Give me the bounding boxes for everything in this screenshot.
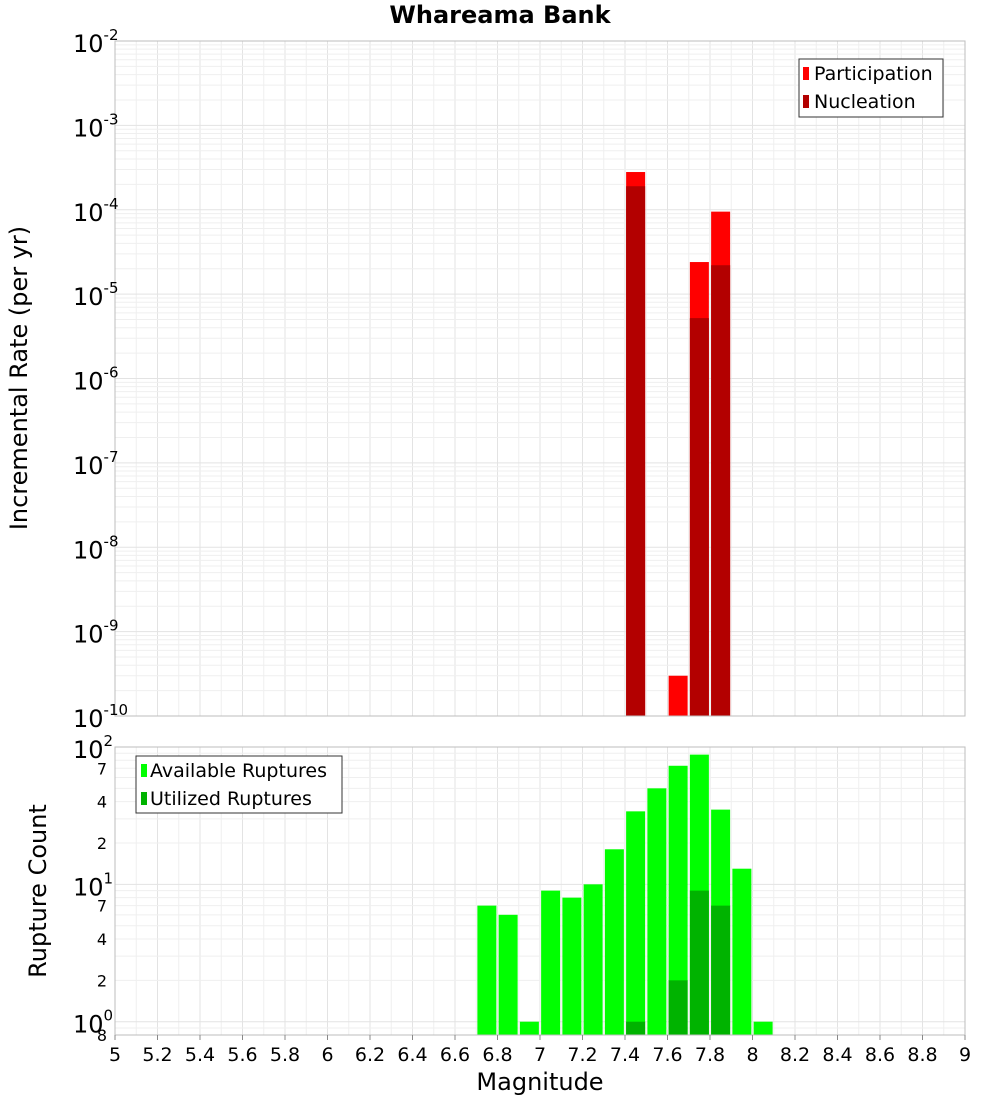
count-y-minor-tick-label: 7 <box>97 897 107 916</box>
available-ruptures-bar <box>668 765 688 1035</box>
rate-y-axis-title: Incremental Rate (per yr) <box>5 226 33 530</box>
count-y-tick-label: 101 <box>73 869 113 901</box>
chart-title: Whareama Bank <box>389 1 611 29</box>
available-ruptures-bar <box>604 849 624 1035</box>
rate-legend: Participation Nucleation <box>798 58 944 118</box>
count-y-minor-tick-label: 7 <box>97 759 107 778</box>
utilized-legend-label: Utilized Ruptures <box>150 788 312 810</box>
count-y-tick-label: 102 <box>73 732 113 764</box>
rate-y-tick-label: 10-6 <box>73 364 119 396</box>
rate-y-ticks: 10-2 10-3 10-4 10-5 10-6 10-7 10-8 10-9 10-10 <box>73 26 128 733</box>
rate-y-tick-label: 10-10 <box>73 701 128 733</box>
x-tick-label: 8.8 <box>907 1044 937 1066</box>
nucleation-legend-swatch <box>803 95 809 108</box>
nucleation-bar <box>711 265 731 716</box>
count-legend: Available Ruptures Utilized Ruptures <box>135 755 343 814</box>
available-ruptures-bar <box>753 1021 773 1035</box>
rate-panel: 10-2 10-3 10-4 10-5 10-6 10-7 10-8 10-9 10-10 In… <box>5 26 966 733</box>
x-tick-label: 7.6 <box>652 1044 682 1066</box>
rate-y-tick-label: 10-7 <box>73 448 119 480</box>
utilized-ruptures-bar <box>711 905 731 1035</box>
count-y-minor-tick-label: 4 <box>97 930 107 949</box>
available-ruptures-bar <box>626 811 646 1035</box>
participation-bar <box>668 675 688 716</box>
x-tick-label: 7.2 <box>567 1044 597 1066</box>
x-tick-label: 7 <box>534 1044 546 1066</box>
available-legend-label: Available Ruptures <box>150 760 327 782</box>
x-tick-label: 5.6 <box>227 1044 257 1066</box>
rate-bars <box>626 172 731 716</box>
utilized-ruptures-bar <box>668 980 688 1035</box>
x-tick-label: 5.8 <box>270 1044 300 1066</box>
count-y-minor-tick-label: 2 <box>97 834 107 853</box>
rate-plot-frame <box>114 40 966 717</box>
x-axis-title: Magnitude <box>476 1068 603 1096</box>
available-ruptures-bar <box>498 914 518 1035</box>
x-tick-label: 8.2 <box>780 1044 810 1066</box>
participation-legend-swatch <box>803 67 809 80</box>
x-tick-label: 6.4 <box>397 1044 427 1066</box>
available-legend-swatch <box>141 764 147 777</box>
rate-y-tick-label: 10-4 <box>73 195 119 227</box>
x-tick-label: 8.4 <box>822 1044 852 1066</box>
count-bars <box>477 754 773 1035</box>
x-tick-label: 8 <box>746 1044 758 1066</box>
x-tick-label: 9 <box>959 1044 971 1066</box>
nucleation-legend-label: Nucleation <box>814 91 916 113</box>
utilized-ruptures-bar <box>689 890 709 1035</box>
nucleation-bar <box>626 186 646 716</box>
x-tick-label: 6.2 <box>355 1044 385 1066</box>
utilized-ruptures-bar <box>626 1021 646 1035</box>
participation-legend-label: Participation <box>814 63 933 85</box>
available-ruptures-bar <box>477 905 497 1035</box>
rate-y-tick-label: 10-2 <box>73 26 119 58</box>
rate-y-tick-label: 10-9 <box>73 617 119 649</box>
available-ruptures-bar <box>647 788 667 1035</box>
count-y-minor-tick-label: 8 <box>97 1026 107 1045</box>
x-axis-ticks: 5 5.2 5.4 5.6 5.8 6 6.2 6.4 6.6 6.8 7 7.2 7.4 7.6 7.8 8… <box>109 1035 971 1066</box>
count-y-minor-tick-label: 4 <box>97 793 107 812</box>
available-ruptures-bar <box>732 868 752 1035</box>
utilized-legend-swatch <box>141 792 147 805</box>
count-legend-box <box>135 755 343 814</box>
x-tick-label: 7.4 <box>610 1044 640 1066</box>
available-ruptures-bar <box>583 884 603 1035</box>
available-ruptures-bar <box>519 1021 539 1035</box>
x-tick-label: 6.6 <box>440 1044 470 1066</box>
rate-grid <box>114 40 966 717</box>
rate-y-tick-label: 10-3 <box>73 110 119 142</box>
x-tick-label: 8.6 <box>865 1044 895 1066</box>
x-tick-label: 7.8 <box>695 1044 725 1066</box>
x-tick-label: 5.4 <box>185 1044 215 1066</box>
count-y-axis-title: Rupture Count <box>24 804 52 978</box>
rate-y-tick-label: 10-8 <box>73 532 119 564</box>
available-ruptures-bar <box>562 897 582 1035</box>
x-tick-label: 5 <box>109 1044 121 1066</box>
available-ruptures-bar <box>541 890 561 1035</box>
count-y-minor-tick-label: 2 <box>97 971 107 990</box>
x-tick-label: 6.8 <box>482 1044 512 1066</box>
count-y-tick-label: 100 <box>73 1007 113 1039</box>
rate-legend-box <box>798 58 944 118</box>
nucleation-bar <box>689 318 709 716</box>
x-tick-label: 5.2 <box>142 1044 172 1066</box>
x-tick-label: 6 <box>321 1044 333 1066</box>
rate-y-tick-label: 10-5 <box>73 279 119 311</box>
